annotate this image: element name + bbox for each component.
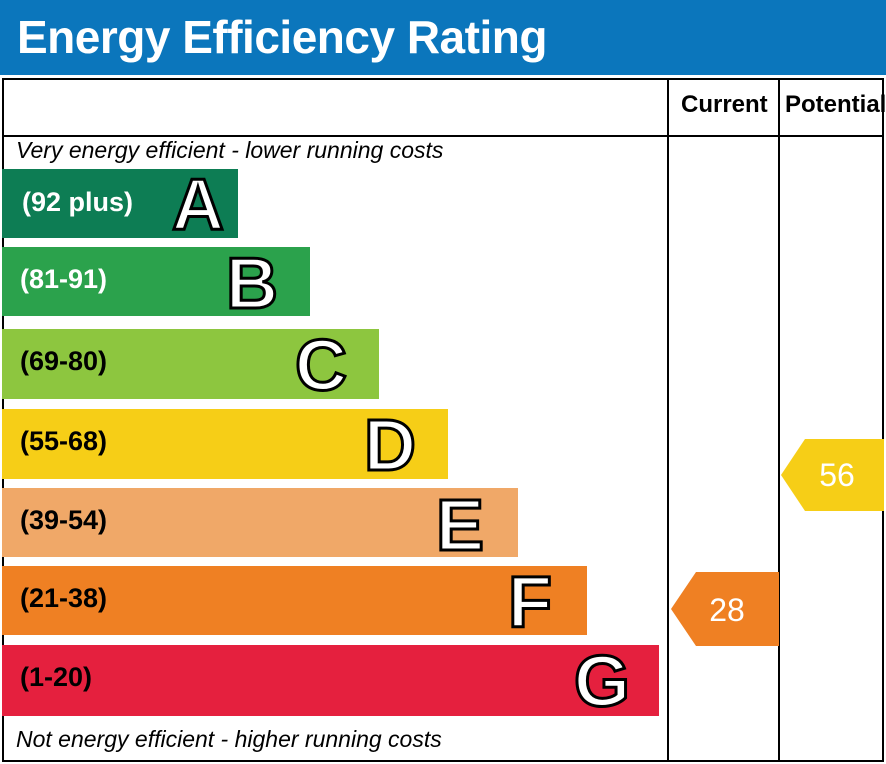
svg-text:56: 56 <box>819 457 855 493</box>
svg-text:28: 28 <box>709 592 745 628</box>
